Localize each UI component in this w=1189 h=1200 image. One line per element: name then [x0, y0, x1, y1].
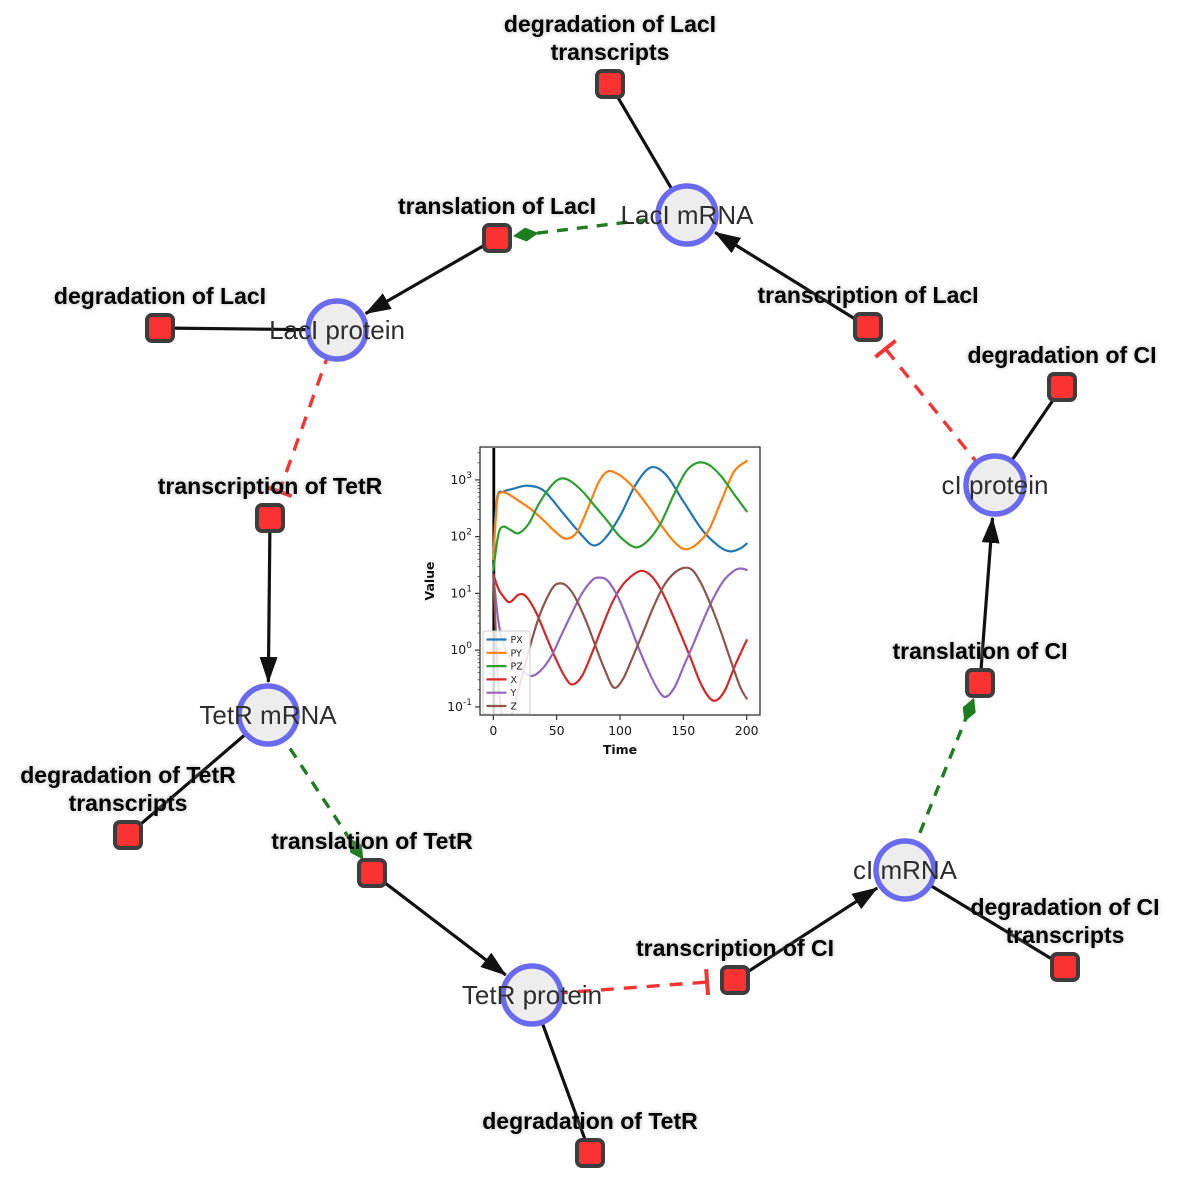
- reaction-label-r_deg_tetr: degradation of TetR: [482, 1108, 698, 1134]
- edge-inhibition-s_tetr_protein-to-r_transc_ci-tbar: [704, 968, 711, 996]
- reaction-node-r_deg_laci_mrna[interactable]: [595, 69, 625, 99]
- nodes-layer: [113, 69, 1080, 1168]
- x-tick-label: 200: [735, 723, 759, 738]
- timeseries-inset: 0 50 100 150 200 10-1 100 101 102 103 PX PY PZ XYZ: [447, 446, 761, 738]
- edge-arrow-r_transc_laci-to-s_laci_mrna[interactable]: [714, 231, 869, 329]
- species-node-s_ci_mrna[interactable]: [873, 838, 937, 902]
- legend-label-PZ: PZ: [511, 662, 524, 673]
- x-tick-label: 150: [671, 723, 695, 738]
- y-tick-label: 103: [450, 471, 472, 487]
- species-node-s_tetr_mrna[interactable]: [236, 683, 300, 747]
- reaction-node-r_deg_tetr_mrna[interactable]: [113, 820, 143, 850]
- chart-xlabel: Time: [603, 742, 637, 757]
- reaction-label-r_deg_laci: degradation of LacI: [54, 283, 266, 309]
- series-PZ: [492, 461, 748, 572]
- series-X: [492, 569, 748, 702]
- chart-ylabel: Value: [422, 561, 437, 600]
- x-tick-label: 50: [549, 723, 565, 738]
- legend-label-X: X: [511, 675, 518, 686]
- series-PY: [492, 459, 748, 561]
- reaction-label-r_deg_tetr_mrna: degradation of TetR transcripts: [20, 762, 236, 816]
- edge-arrow-r_transl_tetr-to-s_tetr_protein[interactable]: [371, 871, 507, 977]
- reaction-label-r_transl_laci: translation of LacI: [398, 193, 596, 219]
- plot-area: [492, 448, 748, 714]
- species-label-s_laci_protein: LacI protein: [269, 315, 405, 345]
- reaction-label-r_transl_tetr: translation of TetR: [271, 828, 473, 854]
- chart-legend: [482, 630, 531, 715]
- reaction-label-r_transc_ci: transcription of CI: [636, 935, 834, 961]
- species-node-s_laci_protein[interactable]: [305, 298, 369, 362]
- y-tick-label: 10-1: [447, 698, 472, 714]
- y-tick-label: 101: [450, 584, 472, 600]
- reaction-node-r_transl_ci[interactable]: [965, 668, 995, 698]
- edge-arrow-r_transc_tetr-to-s_tetr_mrna[interactable]: [259, 517, 278, 684]
- species-node-s_laci_mrna[interactable]: [655, 183, 719, 247]
- reaction-label-r_deg_laci_mrna: degradation of LacI transcripts: [504, 11, 716, 65]
- reaction-node-r_transc_ci[interactable]: [720, 965, 750, 995]
- edge-inhibition-s_ci_protein-to-r_transc_laci-tbar: [874, 339, 897, 359]
- edge-inhibition-s_laci_protein-to-r_transc_tetr-tbar: [266, 485, 293, 498]
- labels-layer: degradation of LacI transcripts translatio…: [20, 11, 1159, 1134]
- species-label-s_tetr_mrna: TetR mRNA: [199, 700, 337, 730]
- reaction-node-r_deg_laci[interactable]: [145, 313, 175, 343]
- x-tick-label: 0: [489, 723, 497, 738]
- reaction-node-r_transl_laci[interactable]: [482, 223, 512, 253]
- reaction-node-r_deg_ci[interactable]: [1047, 372, 1077, 402]
- species-label-s_laci_mrna: LacI mRNA: [621, 200, 755, 230]
- reaction-label-r_deg_ci_mrna: degradation of CI transcripts: [970, 894, 1159, 948]
- reaction-node-r_transc_tetr[interactable]: [255, 503, 285, 533]
- y-tick-label: 102: [450, 528, 472, 544]
- reaction-label-r_transl_ci: translation of CI: [892, 638, 1067, 664]
- edge-arrow-r_transl_laci-to-s_laci_protein[interactable]: [364, 236, 498, 315]
- x-tick-label: 100: [608, 723, 632, 738]
- y-tick-label: 100: [450, 641, 472, 657]
- reaction-node-r_transl_tetr[interactable]: [357, 858, 387, 888]
- species-label-s_tetr_protein: TetR protein: [462, 980, 602, 1010]
- edge-arrow-r_transl_ci-to-s_ci_protein[interactable]: [978, 516, 1000, 684]
- reaction-label-r_transc_laci: transcription of LacI: [757, 282, 978, 308]
- chart-axis-labels: Time Value: [422, 561, 637, 757]
- legend-label-PX: PX: [511, 635, 524, 646]
- reaction-node-r_deg_ci_mrna[interactable]: [1050, 952, 1080, 982]
- edge-arrow-r_transc_ci-to-s_ci_mrna[interactable]: [734, 886, 879, 982]
- reaction-label-r_transc_tetr: transcription of TetR: [158, 473, 383, 499]
- reaction-label-r_deg_ci: degradation of CI: [967, 342, 1156, 368]
- reaction-node-r_deg_tetr[interactable]: [575, 1138, 605, 1168]
- species-label-s_ci_protein: cI protein: [942, 470, 1049, 500]
- legend-label-Z: Z: [511, 702, 518, 713]
- legend-label-Y: Y: [510, 688, 517, 699]
- species-node-s_ci_protein[interactable]: [963, 453, 1027, 517]
- species-node-s_tetr_protein[interactable]: [500, 963, 564, 1027]
- legend-label-PY: PY: [511, 648, 523, 659]
- species-label-s_ci_mrna: cI mRNA: [853, 855, 958, 885]
- reaction-node-r_transc_laci[interactable]: [853, 312, 883, 342]
